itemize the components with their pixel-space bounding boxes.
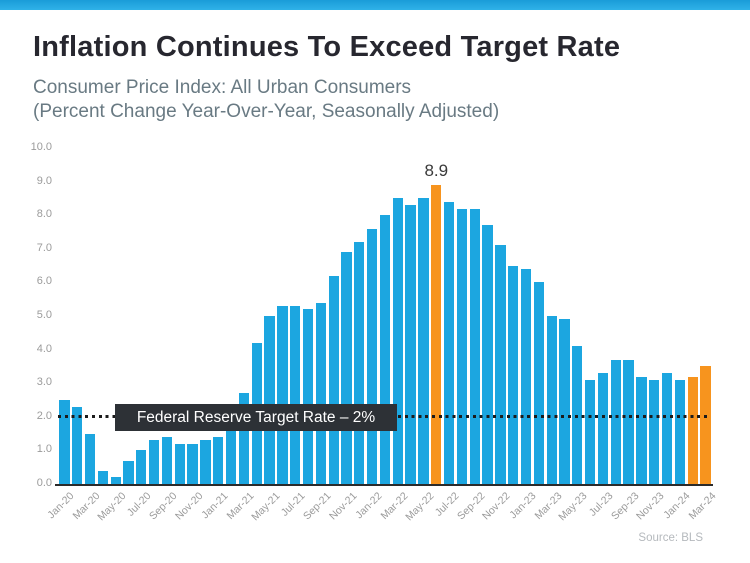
bar-Mar-20 [84, 433, 96, 484]
bar-Jul-23 [597, 373, 609, 484]
x-tick-label: Jan-20 [45, 490, 77, 522]
bar-Aug-22 [456, 208, 468, 484]
y-tick-label: 4.0 [36, 342, 52, 355]
bar-Dec-20 [200, 440, 211, 484]
bar-Jun-23 [585, 379, 596, 484]
x-tick-label: Jan-21 [199, 490, 231, 522]
bar-May-21 [264, 316, 275, 484]
bar-Jan-21 [213, 437, 224, 484]
bar-Oct-22 [482, 225, 493, 484]
bar-Jun-21 [277, 305, 288, 484]
x-tick-label: Sep-20 [147, 490, 180, 523]
bar-Mar-22 [392, 198, 403, 484]
bar-Sep-20 [161, 437, 173, 484]
x-tick-label: Jan-23 [507, 490, 539, 522]
x-tick-label: Jan-24 [661, 490, 693, 522]
bar-Feb-20 [72, 406, 83, 484]
x-tick-label: Nov-23 [634, 490, 667, 523]
bar-Feb-21 [225, 426, 237, 484]
y-tick-label: 7.0 [36, 241, 52, 254]
bar-Mar-23 [546, 316, 557, 484]
y-tick-label: 2.0 [36, 409, 52, 422]
source-attribution: Source: BLS [638, 532, 703, 544]
y-tick-label: 5.0 [36, 309, 52, 321]
bar-Sep-23 [623, 359, 634, 484]
bar-May-22 [418, 198, 429, 484]
bar-Oct-20 [174, 443, 185, 484]
x-tick-label: Nov-20 [172, 490, 206, 523]
bar-Feb-22 [379, 215, 391, 484]
bar-Sep-22 [469, 208, 480, 484]
x-tick-label: Jan-22 [353, 490, 385, 522]
bar-Nov-22 [495, 245, 506, 484]
bar-Apr-20 [97, 470, 109, 484]
target-rate-label: Federal Reserve Target Rate – 2% [115, 404, 397, 431]
bar-Jan-24 [674, 379, 686, 484]
x-tick-label: Nov-22 [480, 490, 513, 523]
page-title: Inflation Continues To Exceed Target Rat… [33, 31, 621, 63]
x-axis-line [55, 484, 713, 486]
x-tick-label: Nov-21 [326, 490, 359, 523]
bar-Aug-20 [149, 440, 160, 484]
y-tick-label: 8.0 [36, 208, 52, 221]
bar-Aug-21 [302, 309, 314, 484]
bar-Dec-23 [661, 373, 673, 484]
bar-Jul-22 [443, 201, 455, 484]
chart-subtitle-line1: Consumer Price Index: All Urban Consumer… [33, 77, 412, 98]
x-tick-label: Sep-21 [300, 490, 334, 523]
bar-Dec-22 [508, 265, 519, 484]
x-tick-label: Sep-22 [454, 490, 488, 523]
bar-May-20 [110, 477, 121, 484]
chart-subtitle-line2: (Percent Change Year-Over-Year, Seasonal… [33, 101, 500, 122]
bar-Mar-21 [238, 393, 250, 484]
bar-Aug-23 [610, 359, 621, 484]
bar-Nov-23 [649, 379, 660, 484]
bar-Dec-21 [354, 242, 365, 484]
bar-Feb-23 [533, 282, 545, 484]
bar-Sep-21 [315, 302, 327, 484]
y-tick-label: 9.0 [36, 174, 52, 187]
bar-Jun-22 [431, 185, 442, 484]
bar-Nov-20 [187, 443, 198, 484]
bar-Jul-21 [290, 305, 301, 484]
bar-Jan-22 [367, 228, 378, 484]
x-tick-label: Sep-23 [608, 490, 642, 523]
y-tick-label: 1.0 [36, 443, 52, 456]
y-tick-label: 10.0 [30, 141, 52, 153]
bar-Nov-21 [341, 252, 352, 484]
bar-May-23 [572, 346, 583, 484]
y-tick-label: 0.0 [36, 477, 52, 489]
bar-Apr-23 [559, 319, 570, 484]
y-tick-label: 3.0 [36, 376, 52, 389]
bar-Mar-24 [700, 366, 711, 484]
y-tick-label: 6.0 [36, 275, 52, 288]
bar-Oct-21 [328, 275, 339, 484]
peak-value-annotation: 8.9 [424, 161, 449, 180]
bar-Jun-20 [123, 460, 134, 484]
x-tick-label: Mar-24 [686, 490, 719, 523]
bar-Jan-23 [520, 269, 532, 484]
bar-Jul-20 [136, 450, 147, 484]
bar-Jan-20 [59, 400, 70, 484]
top-accent-bar [0, 0, 750, 10]
bar-Apr-22 [405, 205, 416, 484]
bar-Oct-23 [636, 376, 647, 484]
bar-Feb-24 [687, 376, 698, 484]
